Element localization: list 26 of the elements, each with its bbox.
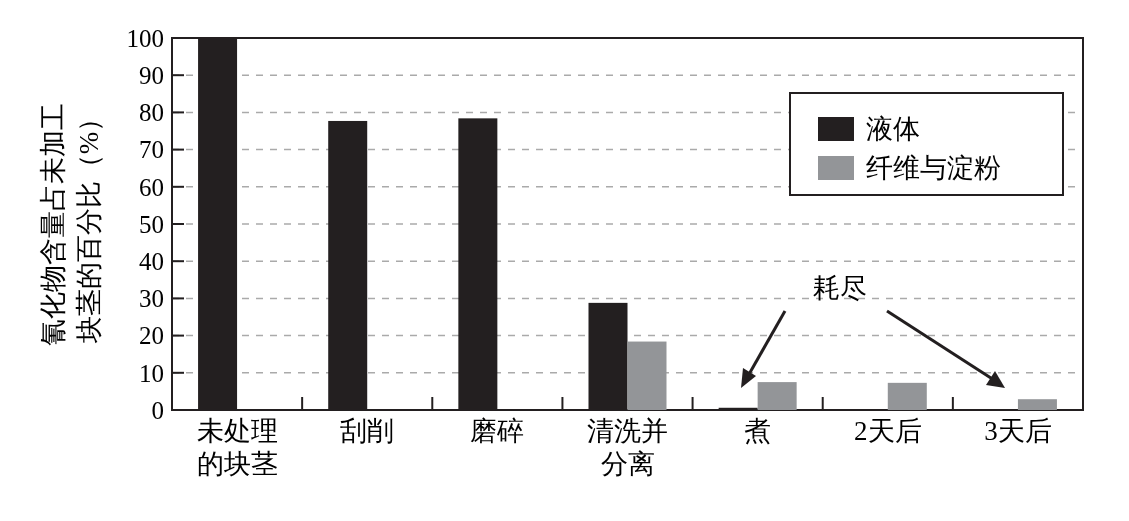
x-tick-label: 3天后	[984, 416, 1052, 446]
bar	[887, 382, 927, 410]
x-tick-label: 刮削	[340, 416, 395, 446]
y-tick-label: 100	[126, 24, 164, 52]
bar	[627, 341, 667, 410]
y-tick-label: 20	[139, 322, 164, 350]
bar	[1017, 399, 1057, 410]
y-tick-label: 40	[139, 247, 164, 275]
x-tick-label: 磨碎	[470, 416, 525, 446]
y-tick-label: 60	[139, 173, 164, 201]
y-tick-label: 30	[139, 285, 164, 313]
x-tick-label: 清洗并分离	[587, 416, 668, 479]
y-tick-label: 10	[139, 359, 164, 387]
legend-label: 纤维与淀粉	[866, 153, 1001, 184]
legend-label: 液体	[866, 114, 920, 145]
x-tick-label: 2天后	[854, 416, 922, 446]
y-tick-label: 0	[151, 396, 164, 424]
x-tick-label: 未处理的块茎	[196, 416, 278, 479]
x-tick-label: 煮	[744, 416, 772, 446]
annotation: 耗尽	[813, 273, 867, 303]
y-tick-label: 70	[139, 136, 164, 164]
bar	[757, 382, 797, 410]
y-tick-label: 50	[139, 210, 164, 238]
y-axis-title: 氰化物含量占未加工块茎的百分比（%）	[38, 102, 104, 346]
y-tick-label: 90	[139, 61, 164, 89]
y-tick-label: 80	[139, 99, 164, 127]
